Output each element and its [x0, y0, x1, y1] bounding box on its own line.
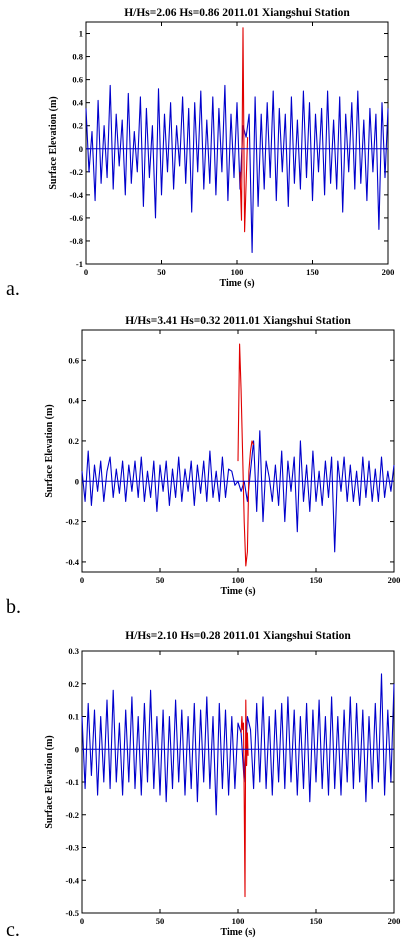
- x-tick-label: 200: [388, 575, 401, 585]
- x-tick-label: 100: [232, 916, 245, 926]
- y-axis-label: Surface Elevation (m): [48, 96, 59, 189]
- y-tick-label: -0.4: [66, 557, 80, 567]
- y-tick-label: 0.2: [68, 679, 79, 689]
- x-tick-label: 0: [84, 267, 88, 277]
- y-tick-label: 0: [75, 744, 79, 754]
- chart-title: H/Hs=2.06 Hs=0.86 2011.01 Xiangshui Stat…: [124, 7, 350, 19]
- y-tick-label: -0.5: [66, 908, 79, 918]
- x-tick-label: 100: [232, 575, 245, 585]
- surface-elevation-series-line: [85, 84, 389, 254]
- y-tick-label: -0.4: [70, 190, 84, 200]
- chart-panel-c: H/Hs=2.10 Hs=0.28 2011.01 Xiangshui Stat…: [0, 623, 406, 947]
- x-axis-label: Time (s): [220, 927, 255, 938]
- x-tick-label: 50: [157, 267, 166, 277]
- y-tick-label: 0.6: [72, 75, 83, 85]
- freak-wave-series-line: [239, 27, 249, 233]
- x-tick-label: 200: [382, 267, 395, 277]
- x-tick-label: 50: [156, 575, 165, 585]
- y-axis-label: Surface Elevation (m): [44, 404, 55, 497]
- panel-letter-a: a.: [6, 278, 20, 300]
- chart-title: H/Hs=3.41 Hs=0.32 2011.01 Xiangshui Stat…: [125, 315, 351, 327]
- y-tick-label: -0.4: [66, 875, 80, 885]
- y-tick-label: 1: [79, 29, 83, 39]
- y-tick-label: -0.1: [66, 777, 79, 787]
- chart-c: H/Hs=2.10 Hs=0.28 2011.01 Xiangshui Stat…: [44, 630, 401, 938]
- x-tick-label: 0: [80, 916, 84, 926]
- x-tick-label: 150: [306, 267, 319, 277]
- chart-title: H/Hs=2.10 Hs=0.28 2011.01 Xiangshui Stat…: [125, 630, 351, 642]
- y-tick-label: -0.2: [70, 167, 83, 177]
- y-tick-label: 0: [75, 476, 79, 486]
- y-tick-label: 0.4: [68, 396, 79, 406]
- surface-elevation-series-line: [81, 673, 395, 816]
- y-tick-label: 0.6: [68, 355, 79, 365]
- x-tick-label: 0: [80, 575, 84, 585]
- y-tick-label: -1: [76, 259, 83, 269]
- y-tick-label: -0.3: [66, 843, 79, 853]
- y-tick-label: 0.2: [72, 121, 83, 131]
- chart-panel-b: H/Hs=3.41 Hs=0.32 2011.01 Xiangshui Stat…: [0, 308, 406, 623]
- y-tick-label: 0.1: [68, 712, 79, 722]
- y-tick-label: -0.2: [66, 810, 79, 820]
- y-tick-label: -0.6: [70, 213, 83, 223]
- x-axis-label: Time (s): [220, 586, 255, 597]
- y-tick-label: 0.8: [72, 52, 83, 62]
- x-axis-label: Time (s): [219, 278, 254, 289]
- chart-b: H/Hs=3.41 Hs=0.32 2011.01 Xiangshui Stat…: [44, 315, 401, 597]
- y-tick-label: -0.8: [70, 236, 83, 246]
- x-tick-label: 150: [310, 575, 323, 585]
- x-tick-label: 150: [310, 916, 323, 926]
- y-axis-label: Surface Elevation (m): [44, 735, 55, 828]
- chart-a: H/Hs=2.06 Hs=0.86 2011.01 Xiangshui Stat…: [48, 7, 395, 289]
- y-tick-label: 0.2: [68, 436, 79, 446]
- plot-frame: [85, 21, 389, 265]
- x-tick-label: 100: [231, 267, 244, 277]
- chart-panel-a: H/Hs=2.06 Hs=0.86 2011.01 Xiangshui Stat…: [0, 0, 406, 308]
- panel-letter-b: b.: [6, 596, 21, 618]
- y-tick-label: 0.3: [68, 646, 79, 656]
- y-tick-label: -0.2: [66, 517, 79, 527]
- freak-wave-series-line: [237, 343, 255, 567]
- y-tick-label: 0: [79, 144, 83, 154]
- y-tick-label: 0.4: [72, 98, 83, 108]
- x-tick-label: 50: [156, 916, 165, 926]
- panel-letter-c: c.: [6, 919, 20, 941]
- x-tick-label: 200: [388, 916, 401, 926]
